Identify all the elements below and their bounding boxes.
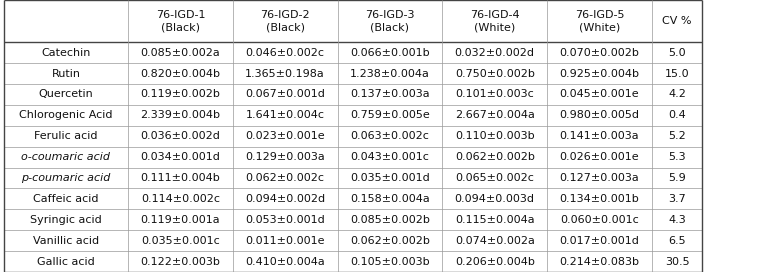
Text: 0.067±0.001d: 0.067±0.001d [245,89,325,99]
Text: 0.134±0.001b: 0.134±0.001b [559,194,639,204]
Text: 76-IGD-2
(Black): 76-IGD-2 (Black) [261,10,310,32]
Text: 0.017±0.001d: 0.017±0.001d [559,236,639,246]
Text: 0.036±0.002d: 0.036±0.002d [140,131,220,141]
Text: 0.105±0.003b: 0.105±0.003b [350,256,430,267]
Text: 5.9: 5.9 [668,173,686,183]
Text: 0.820±0.004b: 0.820±0.004b [140,69,220,79]
Text: 0.065±0.002c: 0.065±0.002c [456,173,534,183]
Text: 0.094±0.002d: 0.094±0.002d [245,194,325,204]
Text: 0.980±0.005d: 0.980±0.005d [559,110,639,120]
Text: 6.5: 6.5 [668,236,686,246]
Text: 76-IGD-5
(White): 76-IGD-5 (White) [575,10,624,32]
Text: 5.2: 5.2 [668,131,686,141]
Text: 0.110±0.003b: 0.110±0.003b [455,131,535,141]
Text: 76-IGD-1
(Black): 76-IGD-1 (Black) [156,10,205,32]
Text: 0.158±0.004a: 0.158±0.004a [350,194,430,204]
Text: 0.060±0.001c: 0.060±0.001c [560,215,639,225]
Text: 0.045±0.001e: 0.045±0.001e [559,89,639,99]
Text: 0.111±0.004b: 0.111±0.004b [140,173,220,183]
Text: 0.023±0.001e: 0.023±0.001e [245,131,325,141]
Text: 5.0: 5.0 [668,48,686,58]
Text: 0.759±0.005e: 0.759±0.005e [350,110,430,120]
Text: 3.7: 3.7 [668,194,686,204]
Text: Quercetin: Quercetin [39,89,93,99]
Text: 0.032±0.002d: 0.032±0.002d [455,48,535,58]
Text: Gallic acid: Gallic acid [37,256,95,267]
Text: 0.4: 0.4 [668,110,686,120]
Text: 0.101±0.003c: 0.101±0.003c [456,89,534,99]
Text: 0.043±0.001c: 0.043±0.001c [351,152,429,162]
Text: 0.063±0.002c: 0.063±0.002c [351,131,429,141]
Text: Ferulic acid: Ferulic acid [34,131,98,141]
Text: Chlorogenic Acid: Chlorogenic Acid [19,110,113,120]
Text: CV %: CV % [662,16,692,26]
Text: 2.339±0.004b: 2.339±0.004b [140,110,220,120]
Text: 0.070±0.002b: 0.070±0.002b [559,48,639,58]
Text: Catechin: Catechin [41,48,91,58]
Text: 76-IGD-3
(Black): 76-IGD-3 (Black) [365,10,414,32]
Text: 0.035±0.001d: 0.035±0.001d [350,173,430,183]
Text: p-coumaric acid: p-coumaric acid [21,173,111,183]
Text: 0.094±0.003d: 0.094±0.003d [455,194,535,204]
Text: 0.214±0.083b: 0.214±0.083b [559,256,639,267]
Text: 0.066±0.001b: 0.066±0.001b [350,48,430,58]
Text: 1.365±0.198a: 1.365±0.198a [245,69,325,79]
Text: 0.114±0.002c: 0.114±0.002c [141,194,220,204]
Text: 0.053±0.001d: 0.053±0.001d [245,215,325,225]
Text: 0.141±0.003a: 0.141±0.003a [559,131,639,141]
Text: 0.119±0.001a: 0.119±0.001a [140,215,220,225]
Text: 0.034±0.001d: 0.034±0.001d [140,152,220,162]
Text: Vanillic acid: Vanillic acid [33,236,99,246]
Text: 0.026±0.001e: 0.026±0.001e [559,152,639,162]
Text: Caffeic acid: Caffeic acid [33,194,99,204]
Text: o-coumaric acid: o-coumaric acid [22,152,110,162]
Text: 0.011±0.001e: 0.011±0.001e [245,236,325,246]
Text: 30.5: 30.5 [665,256,689,267]
Text: 0.410±0.004a: 0.410±0.004a [245,256,325,267]
Text: 1.238±0.004a: 1.238±0.004a [350,69,430,79]
Text: 0.062±0.002c: 0.062±0.002c [246,173,324,183]
Text: 0.750±0.002b: 0.750±0.002b [455,69,535,79]
Text: 0.062±0.002b: 0.062±0.002b [455,152,535,162]
Text: 0.062±0.002b: 0.062±0.002b [350,236,430,246]
Text: 0.122±0.003b: 0.122±0.003b [140,256,220,267]
Text: 0.137±0.003a: 0.137±0.003a [350,89,430,99]
Text: 4.2: 4.2 [668,89,686,99]
Text: 0.206±0.004b: 0.206±0.004b [455,256,535,267]
Text: 0.115±0.004a: 0.115±0.004a [455,215,535,225]
Text: 4.3: 4.3 [668,215,686,225]
Text: 15.0: 15.0 [665,69,689,79]
Text: 2.667±0.004a: 2.667±0.004a [455,110,535,120]
Text: 0.127±0.003a: 0.127±0.003a [559,173,639,183]
Text: 0.035±0.001c: 0.035±0.001c [141,236,220,246]
Text: 0.925±0.004b: 0.925±0.004b [559,69,639,79]
Text: 76-IGD-4
(White): 76-IGD-4 (White) [470,10,519,32]
Text: 0.074±0.002a: 0.074±0.002a [455,236,535,246]
Text: Syringic acid: Syringic acid [30,215,102,225]
Text: 0.119±0.002b: 0.119±0.002b [140,89,220,99]
Text: 0.085±0.002b: 0.085±0.002b [350,215,430,225]
Text: 0.085±0.002a: 0.085±0.002a [140,48,220,58]
Text: 1.641±0.004c: 1.641±0.004c [246,110,324,120]
Text: 0.129±0.003a: 0.129±0.003a [245,152,325,162]
Text: 0.046±0.002c: 0.046±0.002c [246,48,324,58]
Text: 5.3: 5.3 [668,152,686,162]
Text: Rutin: Rutin [51,69,81,79]
